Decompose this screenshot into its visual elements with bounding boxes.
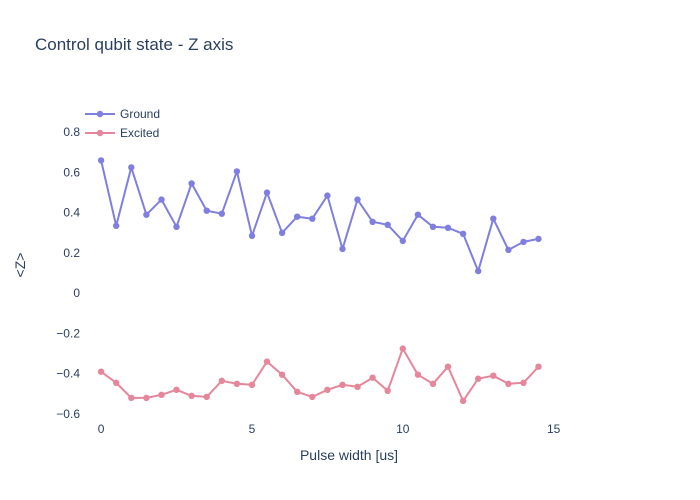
data-point-excited[interactable] bbox=[309, 393, 316, 401]
legend[interactable]: Ground Excited bbox=[85, 107, 160, 140]
data-point-excited[interactable] bbox=[324, 386, 331, 393]
y-axis-title: <Z> bbox=[12, 253, 28, 278]
data-point-ground[interactable] bbox=[278, 229, 286, 236]
data-point-excited[interactable] bbox=[444, 363, 452, 370]
data-point-ground[interactable] bbox=[324, 192, 331, 199]
data-point-excited[interactable] bbox=[188, 392, 195, 399]
x-tick-label: 0 bbox=[98, 422, 105, 436]
legend-label-ground: Ground bbox=[120, 107, 160, 121]
y-tick-label: −0.6 bbox=[56, 407, 80, 421]
data-point-excited[interactable] bbox=[354, 383, 361, 390]
data-point-excited[interactable] bbox=[248, 381, 256, 388]
data-point-ground[interactable] bbox=[263, 189, 271, 196]
data-point-ground[interactable] bbox=[173, 223, 180, 230]
data-point-excited[interactable] bbox=[158, 391, 165, 398]
data-point-excited[interactable] bbox=[429, 380, 437, 387]
data-point-excited[interactable] bbox=[128, 394, 135, 402]
legend-item-excited[interactable]: Excited bbox=[85, 126, 159, 140]
x-axis-title: Pulse width [us] bbox=[300, 447, 398, 463]
data-point-excited[interactable] bbox=[535, 363, 542, 370]
y-tick-label: 0.6 bbox=[63, 165, 80, 179]
data-point-ground[interactable] bbox=[294, 213, 301, 220]
legend-marker-ground bbox=[96, 110, 104, 118]
data-point-excited[interactable] bbox=[414, 371, 422, 378]
y-tick-label: 0.4 bbox=[63, 206, 80, 220]
data-point-ground[interactable] bbox=[399, 237, 406, 245]
data-point-ground[interactable] bbox=[414, 211, 422, 218]
data-point-excited[interactable] bbox=[459, 397, 467, 405]
series-excited bbox=[97, 345, 542, 405]
data-point-ground[interactable] bbox=[97, 157, 105, 164]
data-point-excited[interactable] bbox=[203, 393, 210, 401]
data-point-ground[interactable] bbox=[490, 215, 497, 222]
data-point-ground[interactable] bbox=[113, 222, 120, 229]
x-tick-label: 5 bbox=[249, 422, 256, 436]
legend-label-excited: Excited bbox=[120, 126, 159, 140]
data-point-excited[interactable] bbox=[218, 377, 225, 384]
data-point-excited[interactable] bbox=[475, 375, 482, 382]
data-point-excited[interactable] bbox=[505, 380, 512, 387]
data-point-ground[interactable] bbox=[128, 164, 135, 171]
x-tick-label: 10 bbox=[396, 422, 410, 436]
chart-title: Control qubit state - Z axis bbox=[35, 35, 233, 54]
data-point-ground[interactable] bbox=[429, 223, 437, 230]
y-axis-ticks: −0.6 −0.4 −0.2 0 0.2 0.4 0.6 0.8 bbox=[56, 125, 80, 421]
y-tick-label: 0.2 bbox=[63, 246, 80, 260]
data-point-excited[interactable] bbox=[369, 374, 376, 381]
data-point-ground[interactable] bbox=[158, 196, 165, 203]
data-point-ground[interactable] bbox=[354, 196, 361, 203]
data-point-ground[interactable] bbox=[505, 246, 512, 254]
data-point-excited[interactable] bbox=[490, 372, 497, 379]
data-point-excited[interactable] bbox=[233, 380, 241, 387]
series-layer bbox=[97, 157, 542, 405]
data-point-excited[interactable] bbox=[263, 358, 271, 365]
data-point-ground[interactable] bbox=[218, 210, 225, 217]
data-point-ground[interactable] bbox=[520, 238, 527, 246]
data-point-ground[interactable] bbox=[459, 230, 467, 237]
data-point-excited[interactable] bbox=[143, 394, 150, 402]
data-point-ground[interactable] bbox=[369, 218, 376, 225]
data-point-excited[interactable] bbox=[384, 387, 391, 394]
data-point-excited[interactable] bbox=[97, 368, 105, 375]
x-axis-ticks: 0 5 10 15 bbox=[98, 422, 561, 436]
data-point-ground[interactable] bbox=[535, 235, 542, 243]
data-point-excited[interactable] bbox=[520, 379, 527, 386]
series-ground bbox=[97, 157, 542, 275]
y-tick-label: 0.8 bbox=[63, 125, 80, 139]
data-point-ground[interactable] bbox=[248, 232, 256, 239]
data-point-ground[interactable] bbox=[188, 180, 195, 187]
data-point-excited[interactable] bbox=[173, 386, 180, 393]
legend-marker-excited bbox=[96, 129, 104, 137]
data-point-ground[interactable] bbox=[309, 215, 316, 222]
data-point-ground[interactable] bbox=[384, 221, 391, 228]
y-tick-label: −0.4 bbox=[56, 367, 80, 381]
data-point-ground[interactable] bbox=[475, 267, 482, 275]
series-line-ground bbox=[100, 160, 539, 273]
data-point-ground[interactable] bbox=[339, 245, 346, 253]
y-tick-label: 0 bbox=[73, 286, 80, 300]
y-tick-label: −0.2 bbox=[56, 326, 80, 340]
data-point-excited[interactable] bbox=[294, 388, 301, 395]
data-point-ground[interactable] bbox=[233, 168, 241, 175]
data-point-excited[interactable] bbox=[339, 381, 346, 388]
data-point-ground[interactable] bbox=[203, 207, 210, 214]
data-point-excited[interactable] bbox=[278, 371, 286, 378]
data-point-ground[interactable] bbox=[143, 211, 150, 218]
data-point-excited[interactable] bbox=[399, 345, 406, 352]
data-point-ground[interactable] bbox=[444, 224, 452, 231]
legend-item-ground[interactable]: Ground bbox=[85, 107, 160, 121]
x-tick-label: 15 bbox=[547, 422, 561, 436]
data-point-excited[interactable] bbox=[113, 379, 120, 386]
